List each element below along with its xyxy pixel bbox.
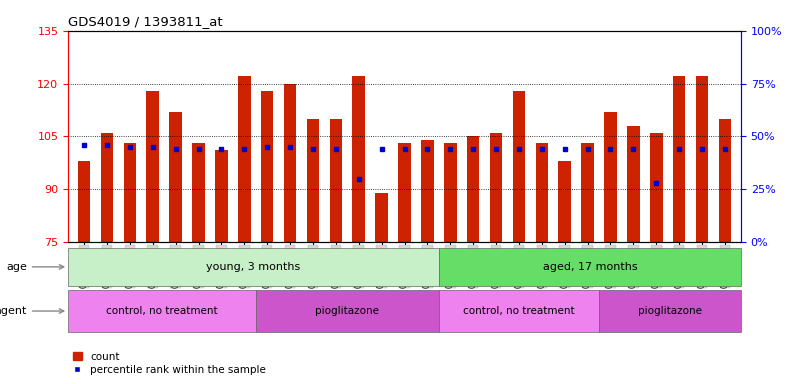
- Text: GDS4019 / 1393811_at: GDS4019 / 1393811_at: [68, 15, 223, 28]
- Bar: [439, 248, 741, 286]
- Bar: [696, 76, 708, 242]
- Bar: [147, 91, 159, 242]
- Text: pioglitazone: pioglitazone: [316, 306, 380, 316]
- Bar: [467, 136, 480, 242]
- Bar: [352, 76, 365, 242]
- Text: aged, 17 months: aged, 17 months: [542, 262, 637, 272]
- Text: young, 3 months: young, 3 months: [207, 262, 300, 272]
- Text: control, no treatment: control, no treatment: [463, 306, 575, 316]
- Bar: [192, 143, 205, 242]
- Bar: [444, 143, 457, 242]
- Bar: [68, 290, 256, 332]
- Bar: [284, 84, 296, 242]
- Legend: count, percentile rank within the sample: count, percentile rank within the sample: [74, 352, 266, 375]
- Bar: [101, 133, 113, 242]
- Bar: [489, 133, 502, 242]
- Bar: [421, 140, 433, 242]
- Bar: [261, 91, 273, 242]
- Bar: [256, 290, 439, 332]
- Bar: [582, 143, 594, 242]
- Bar: [513, 91, 525, 242]
- Text: age: age: [6, 262, 64, 272]
- Bar: [599, 290, 741, 332]
- Bar: [558, 161, 571, 242]
- Text: agent: agent: [0, 306, 64, 316]
- Bar: [238, 76, 251, 242]
- Bar: [439, 290, 599, 332]
- Bar: [398, 143, 411, 242]
- Bar: [78, 161, 91, 242]
- Bar: [604, 112, 617, 242]
- Text: control, no treatment: control, no treatment: [106, 306, 218, 316]
- Bar: [673, 76, 686, 242]
- Bar: [376, 193, 388, 242]
- Bar: [536, 143, 548, 242]
- Bar: [627, 126, 640, 242]
- Text: pioglitazone: pioglitazone: [638, 306, 702, 316]
- Bar: [169, 112, 182, 242]
- Bar: [68, 248, 439, 286]
- Bar: [215, 151, 227, 242]
- Bar: [718, 119, 731, 242]
- Bar: [123, 143, 136, 242]
- Bar: [329, 119, 342, 242]
- Bar: [650, 133, 662, 242]
- Bar: [307, 119, 320, 242]
